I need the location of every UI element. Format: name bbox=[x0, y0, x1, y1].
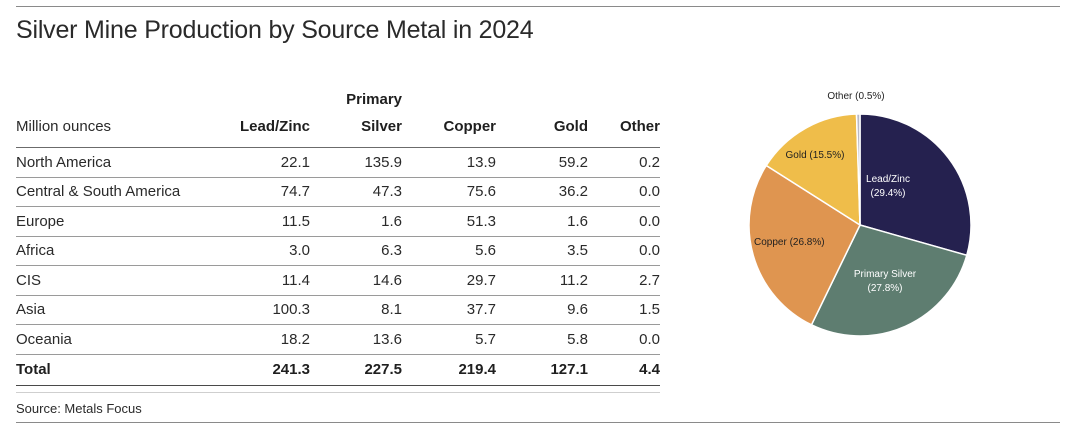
primary-silver-cell: 8.1 bbox=[310, 295, 402, 325]
gold-cell: 1.6 bbox=[496, 206, 588, 237]
pie-label-line: (27.8%) bbox=[867, 283, 902, 294]
other-cell: 0.0 bbox=[588, 236, 660, 266]
source-divider bbox=[16, 392, 660, 393]
pie-slice-primary-silver bbox=[810, 224, 968, 337]
copper-cell: 51.3 bbox=[402, 206, 496, 237]
region-cell: Africa bbox=[16, 236, 224, 266]
table-row: Asia 100.3 8.1 37.7 9.6 1.5 bbox=[16, 295, 660, 325]
copper-cell: 5.7 bbox=[402, 324, 496, 355]
other-cell: 0.2 bbox=[588, 147, 660, 178]
header-primary-silver-line1: Primary bbox=[346, 91, 402, 108]
primary-silver-cell: 6.3 bbox=[310, 236, 402, 266]
copper-cell: 75.6 bbox=[402, 177, 496, 207]
total-primary-silver: 227.5 bbox=[310, 353, 402, 386]
header-copper: Copper bbox=[443, 118, 497, 135]
table-row: Oceania 18.2 13.6 5.7 5.8 0.0 bbox=[16, 324, 660, 355]
pie-label-line: Gold (15.5%) bbox=[786, 150, 845, 161]
gold-cell: 3.5 bbox=[496, 236, 588, 266]
table-row: North America 22.1 135.9 13.9 59.2 0.2 bbox=[16, 147, 660, 178]
pie-label-other: Other (0.5%) bbox=[827, 91, 884, 102]
total-copper: 219.4 bbox=[402, 353, 496, 386]
header-lead-zinc: Lead/Zinc bbox=[239, 118, 310, 135]
header-primary-silver-line2: Silver bbox=[361, 118, 402, 135]
pie-chart: Lead/Zinc (29.4%) Primary Silver (27.8%) Cop… bbox=[748, 91, 972, 337]
table-header: Million ounces Lead/Zinc Primary Silver C… bbox=[16, 86, 660, 148]
lead-zinc-cell: 11.5 bbox=[224, 206, 310, 237]
total-lead-zinc: 241.3 bbox=[224, 353, 310, 386]
gold-cell: 11.2 bbox=[496, 265, 588, 296]
pie-label-line: Primary Silver bbox=[854, 269, 917, 280]
table-row: Central & South America 74.7 47.3 75.6 3… bbox=[16, 177, 660, 207]
total-other: 4.4 bbox=[588, 353, 660, 386]
copper-cell: 29.7 bbox=[402, 265, 496, 296]
other-cell: 0.0 bbox=[588, 206, 660, 237]
lead-zinc-cell: 18.2 bbox=[224, 324, 310, 355]
pie-label-line: Copper (26.8%) bbox=[754, 237, 825, 248]
table-body: North America 22.1 135.9 13.9 59.2 0.2 C… bbox=[16, 147, 660, 386]
lead-zinc-cell: 3.0 bbox=[224, 236, 310, 266]
lead-zinc-cell: 100.3 bbox=[224, 295, 310, 325]
pie-label-line: Other (0.5%) bbox=[827, 91, 884, 102]
table-row: CIS 11.4 14.6 29.7 11.2 2.7 bbox=[16, 265, 660, 296]
lead-zinc-cell: 22.1 bbox=[224, 147, 310, 178]
header-unit-label: Million ounces bbox=[16, 118, 112, 135]
other-cell: 2.7 bbox=[588, 265, 660, 296]
lead-zinc-cell: 11.4 bbox=[224, 265, 310, 296]
production-table-container: Million ounces Lead/Zinc Primary Silver C… bbox=[16, 86, 660, 386]
primary-silver-cell: 1.6 bbox=[310, 206, 402, 237]
primary-silver-cell: 14.6 bbox=[310, 265, 402, 296]
table-row: Africa 3.0 6.3 5.6 3.5 0.0 bbox=[16, 236, 660, 266]
other-cell: 0.0 bbox=[588, 177, 660, 207]
header-gold: Gold bbox=[553, 118, 588, 135]
pie-label-lead-zinc: Lead/Zinc (29.4%) bbox=[866, 174, 910, 199]
pie-label-primary-silver: Primary Silver (27.8%) bbox=[854, 269, 917, 294]
gold-cell: 5.8 bbox=[496, 324, 588, 355]
gold-cell: 9.6 bbox=[496, 295, 588, 325]
region-cell: Europe bbox=[16, 206, 224, 237]
primary-silver-cell: 13.6 bbox=[310, 324, 402, 355]
copper-cell: 5.6 bbox=[402, 236, 496, 266]
table-header-row: Million ounces Lead/Zinc Primary Silver C… bbox=[16, 86, 660, 148]
pie-label-line: (29.4%) bbox=[870, 188, 905, 199]
pie-slice-gold bbox=[765, 113, 861, 227]
pie-slice-copper bbox=[748, 164, 861, 326]
region-cell: Central & South America bbox=[16, 177, 224, 207]
bottom-rule bbox=[16, 422, 1060, 423]
other-cell: 0.0 bbox=[588, 324, 660, 355]
source-note: Source: Metals Focus bbox=[16, 401, 142, 416]
pie-slice-lead-zinc bbox=[859, 113, 972, 257]
lead-zinc-cell: 74.7 bbox=[224, 177, 310, 207]
top-rule bbox=[16, 6, 1060, 7]
region-cell: Oceania bbox=[16, 324, 224, 355]
region-cell: North America bbox=[16, 147, 224, 178]
header-primary-silver: Primary Silver bbox=[310, 86, 402, 148]
pie-label-copper: Copper (26.8%) bbox=[754, 237, 825, 248]
total-label: Total bbox=[16, 353, 224, 386]
copper-cell: 37.7 bbox=[402, 295, 496, 325]
region-cell: Asia bbox=[16, 295, 224, 325]
header-other: Other bbox=[619, 118, 660, 135]
other-cell: 1.5 bbox=[588, 295, 660, 325]
gold-cell: 59.2 bbox=[496, 147, 588, 178]
pie-label-line: Lead/Zinc bbox=[866, 174, 910, 185]
table-row: Europe 11.5 1.6 51.3 1.6 0.0 bbox=[16, 206, 660, 237]
copper-cell: 13.9 bbox=[402, 147, 496, 178]
production-table: Million ounces Lead/Zinc Primary Silver C… bbox=[16, 86, 660, 386]
primary-silver-cell: 47.3 bbox=[310, 177, 402, 207]
gold-cell: 36.2 bbox=[496, 177, 588, 207]
primary-silver-cell: 135.9 bbox=[310, 147, 402, 178]
pie-slice-other bbox=[855, 113, 861, 226]
chart-title: Silver Mine Production by Source Metal i… bbox=[16, 16, 534, 44]
pie-label-gold: Gold (15.5%) bbox=[786, 150, 845, 161]
region-cell: CIS bbox=[16, 265, 224, 296]
total-gold: 127.1 bbox=[496, 353, 588, 386]
total-row: Total 241.3 227.5 219.4 127.1 4.4 bbox=[16, 353, 660, 386]
